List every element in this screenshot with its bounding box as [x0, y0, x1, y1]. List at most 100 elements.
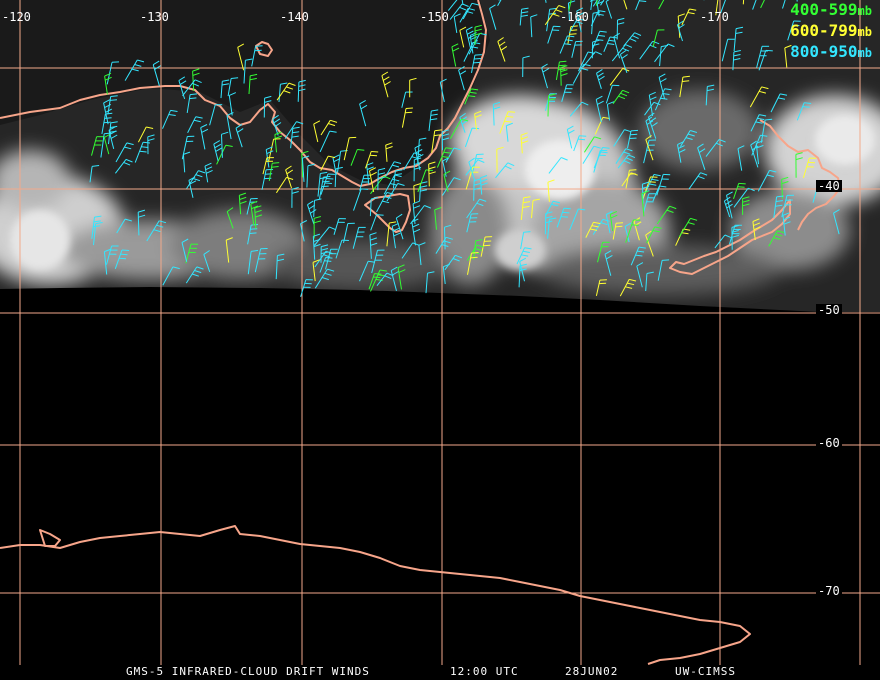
wind-barb	[612, 89, 630, 105]
wind-barb	[221, 131, 229, 158]
wind-barb	[643, 139, 657, 164]
wind-barb	[784, 44, 792, 68]
wind-barb	[265, 146, 274, 168]
wind-barb	[519, 7, 529, 26]
wind-barb	[403, 152, 422, 171]
wind-barb	[729, 224, 742, 245]
wind-barb	[590, 0, 597, 10]
legend-range: 600-799	[790, 21, 858, 40]
wind-barb	[209, 104, 223, 126]
wind-barb	[760, 0, 765, 9]
wind-barb	[91, 215, 102, 239]
wind-barb	[352, 226, 366, 249]
wind-barb	[368, 273, 382, 290]
wind-barb	[616, 17, 625, 40]
wind-barb	[444, 254, 463, 271]
wind-barb	[657, 259, 670, 281]
wind-barb	[547, 93, 556, 117]
wind-barb	[319, 257, 333, 273]
wind-barb	[750, 140, 759, 168]
wind-barbs	[89, 0, 840, 297]
wind-barb	[648, 112, 658, 139]
wind-barb	[646, 226, 662, 244]
wind-barb	[466, 213, 479, 233]
wind-barb	[116, 218, 132, 234]
wind-barb	[247, 224, 259, 245]
wind-barb	[592, 0, 599, 7]
wind-barb	[679, 130, 698, 147]
wind-barb	[313, 198, 322, 218]
pressure-legend: 400-599mb 600-799mb 800-950mb	[790, 0, 872, 63]
latitude-label: -40	[816, 179, 842, 193]
wind-barb	[568, 0, 572, 11]
wind-barb	[544, 211, 553, 235]
wind-barb	[473, 239, 483, 260]
wind-barb	[263, 95, 272, 118]
wind-barb	[677, 141, 686, 163]
wind-barb	[677, 13, 685, 38]
wind-barb	[343, 222, 355, 244]
wind-barb	[654, 43, 675, 63]
wind-barb	[582, 145, 601, 164]
wind-barb	[567, 0, 576, 21]
wind-barb	[359, 99, 368, 127]
data-source: UW-CIMSS	[675, 665, 736, 678]
wind-barb	[250, 200, 259, 226]
wind-barb	[434, 207, 442, 230]
australia-landmass	[0, 0, 490, 185]
wind-barb	[353, 188, 369, 211]
observation-time: 12:00 UTC	[450, 665, 519, 678]
wind-barb	[147, 134, 155, 155]
wind-barb	[644, 101, 661, 116]
wind-barb	[461, 0, 464, 5]
wind-barb	[200, 124, 209, 150]
wind-barb	[787, 20, 801, 41]
wind-barb	[313, 216, 322, 239]
wind-barb	[723, 196, 733, 218]
wind-barb	[291, 186, 299, 208]
wind-barb	[226, 207, 234, 229]
wind-barb	[681, 8, 697, 26]
wind-barb	[617, 154, 636, 169]
wind-barb	[91, 136, 104, 156]
wind-barb	[312, 233, 321, 260]
wind-barb	[714, 234, 732, 249]
wind-barb	[320, 119, 338, 136]
wind-barb	[679, 75, 690, 98]
wind-barb	[605, 84, 620, 104]
wind-barb	[301, 150, 309, 178]
wind-barb	[522, 55, 530, 78]
wind-barb	[595, 279, 607, 297]
wind-barb	[319, 176, 331, 199]
wind-barb	[185, 266, 204, 284]
wind-barb	[444, 224, 452, 250]
wind-barb	[106, 61, 120, 85]
wind-barb	[137, 209, 146, 236]
wind-barb	[715, 0, 719, 16]
wind-barb	[658, 73, 667, 99]
wind-barb	[619, 49, 628, 73]
wind-barb	[350, 149, 365, 166]
wind-barb	[276, 82, 296, 101]
longitude-label: -130	[140, 10, 169, 24]
wind-barb	[442, 263, 450, 285]
wind-barb	[576, 7, 585, 33]
wind-barb	[623, 32, 642, 47]
wind-barb	[178, 76, 187, 100]
wind-barb	[833, 209, 840, 235]
legend-item-800-950: 800-950mb	[790, 42, 872, 63]
wind-barb	[652, 29, 665, 48]
satellite-imagery	[0, 0, 880, 312]
wind-barb	[247, 249, 259, 275]
wind-barb	[489, 4, 497, 30]
wind-barb	[278, 82, 288, 103]
wind-barb	[465, 26, 475, 50]
wind-barb	[547, 179, 555, 202]
wind-barb	[705, 84, 715, 106]
wind-barb	[591, 39, 600, 59]
wind-barb	[606, 101, 615, 121]
wind-barb	[453, 13, 461, 33]
wind-barb	[795, 152, 803, 178]
